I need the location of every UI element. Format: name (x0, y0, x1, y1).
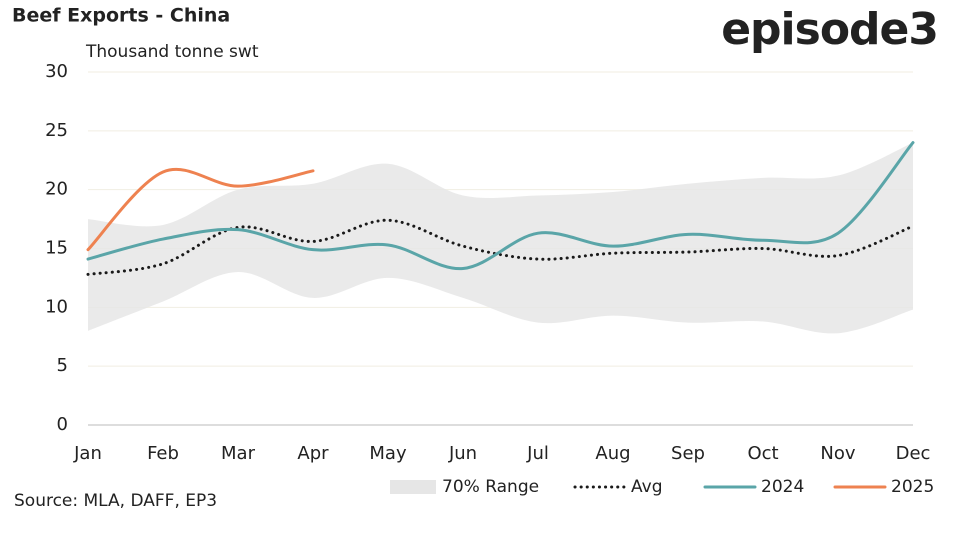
line-series (86, 141, 915, 271)
y-tick-label: 20 (45, 179, 68, 200)
y-tick-label: 15 (45, 238, 68, 259)
x-tick-label: Jun (448, 443, 477, 464)
source-note: Source: MLA, DAFF, EP3 (14, 491, 217, 511)
x-tick-label: Dec (896, 443, 931, 464)
x-tick-label: Sep (671, 443, 705, 464)
x-tick-label: Aug (595, 443, 630, 464)
y-tick-label: 0 (57, 414, 68, 435)
legend-swatch (390, 480, 436, 494)
y-tick-label: 10 (45, 296, 68, 317)
x-tick-label: Oct (747, 443, 778, 464)
y-tick-label: 30 (45, 61, 68, 82)
x-tick-label: Mar (221, 443, 256, 464)
range-area (88, 142, 913, 334)
y-tick-label: 5 (57, 355, 68, 376)
x-tick-label: Feb (147, 443, 179, 464)
x-tick-label: Jul (526, 443, 549, 464)
legend-label: 2025 (891, 477, 934, 497)
legend-label: Avg (631, 477, 663, 497)
chart-subtitle: Thousand tonne swt (85, 42, 259, 62)
chart-title: Beef Exports - China (12, 5, 230, 27)
line-series (86, 167, 315, 252)
x-tick-label: Nov (820, 443, 855, 464)
y-tick-label: 25 (45, 120, 68, 141)
brand-logo: episode3 (721, 4, 938, 55)
x-tick-label: Jan (73, 443, 102, 464)
x-tick-label: May (369, 443, 407, 464)
legend-label: 70% Range (442, 477, 539, 497)
legend-label: 2024 (761, 477, 804, 497)
x-tick-label: Apr (297, 443, 329, 464)
